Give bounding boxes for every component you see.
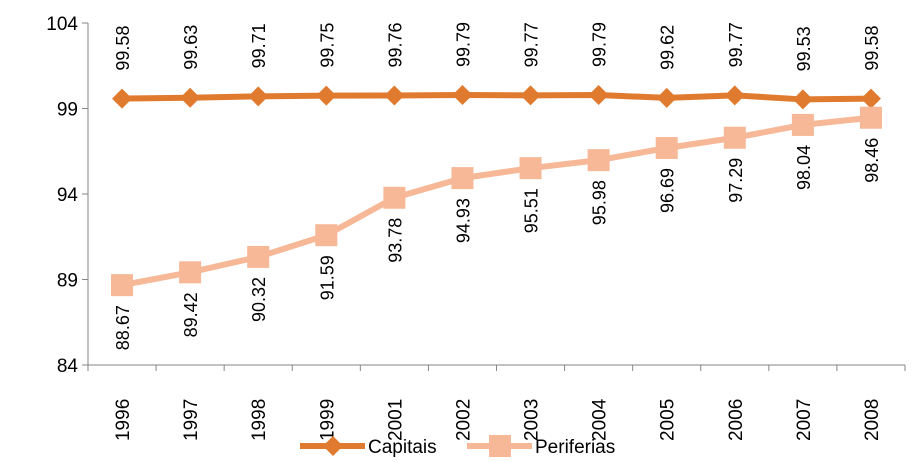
data-point-periferias xyxy=(247,245,270,268)
legend-label-capitais: Capitais xyxy=(368,437,437,458)
y-tick-label: 94 xyxy=(57,185,79,206)
data-point-periferias xyxy=(587,149,610,172)
data-label-periferias: 95.98 xyxy=(590,180,610,225)
x-axis-tick-labels: 1996 1997 1998 1999 2001 2002 2003 2004 2005 2006… xyxy=(113,398,883,441)
data-point-periferias xyxy=(179,261,202,284)
data-point-capitais xyxy=(792,89,813,110)
y-tick-label: 89 xyxy=(57,271,78,292)
data-label-capitais: 99.79 xyxy=(453,22,473,67)
x-tick-label: 1999 xyxy=(317,399,338,441)
x-tick-label: 2008 xyxy=(862,399,883,441)
data-label-capitais: 99.79 xyxy=(590,22,610,67)
legend-label-periferias: Periferias xyxy=(535,437,615,458)
x-tick-label: 1996 xyxy=(113,399,134,441)
data-label-capitais: 99.58 xyxy=(113,26,133,71)
data-label-capitais: 99.77 xyxy=(522,22,542,67)
data-point-capitais xyxy=(316,85,337,106)
data-point-periferias xyxy=(383,186,406,209)
data-point-capitais xyxy=(860,88,881,109)
x-tick-label: 2003 xyxy=(522,399,543,441)
x-tick-label: 1998 xyxy=(249,399,270,441)
data-label-periferias: 88.67 xyxy=(113,305,133,350)
data-point-capitais xyxy=(112,88,133,109)
data-labels: 99.58 99.63 99.71 99.75 99.76 99.79 99.77 99.79… xyxy=(113,22,882,350)
x-tick-label: 2004 xyxy=(590,398,611,441)
x-tick-label: 2002 xyxy=(453,399,474,441)
data-label-periferias: 91.59 xyxy=(317,255,337,300)
data-label-periferias: 98.04 xyxy=(794,145,814,190)
data-point-capitais xyxy=(520,85,541,106)
data-point-periferias xyxy=(791,113,814,136)
x-tick-label: 1997 xyxy=(181,399,202,441)
data-point-periferias xyxy=(315,224,338,247)
data-point-capitais xyxy=(724,85,745,106)
data-label-capitais: 99.76 xyxy=(385,22,405,67)
data-point-capitais xyxy=(384,85,405,106)
data-label-capitais: 99.58 xyxy=(862,26,882,71)
data-point-capitais xyxy=(452,84,473,105)
data-point-periferias xyxy=(723,126,746,149)
data-label-periferias: 89.42 xyxy=(181,292,201,337)
data-label-capitais: 99.53 xyxy=(794,26,814,71)
series-line-periferias xyxy=(119,114,874,289)
legend-marker-periferias xyxy=(489,435,511,457)
data-point-capitais xyxy=(180,87,201,108)
data-label-capitais: 99.71 xyxy=(249,23,269,68)
data-point-periferias xyxy=(519,157,542,180)
series-layer xyxy=(111,84,882,297)
y-axis-tick-labels: 104 99 94 89 84 xyxy=(46,14,78,377)
data-label-periferias: 97.29 xyxy=(726,158,746,203)
data-label-capitais: 99.62 xyxy=(658,25,678,70)
y-tick-label: 99 xyxy=(57,100,78,121)
chart-axes xyxy=(82,22,906,371)
data-point-periferias xyxy=(111,274,134,297)
data-label-capitais: 99.77 xyxy=(726,22,746,67)
x-tick-label: 2007 xyxy=(794,399,815,441)
data-point-capitais xyxy=(248,86,269,107)
x-tick-label: 2001 xyxy=(385,399,406,441)
legend: Capitais Periferias xyxy=(300,435,615,458)
data-label-periferias: 93.78 xyxy=(385,218,405,263)
data-point-periferias xyxy=(451,167,474,190)
data-label-capitais: 99.63 xyxy=(181,25,201,70)
x-tick-label: 2005 xyxy=(658,399,679,441)
data-point-capitais xyxy=(656,87,677,108)
data-label-periferias: 98.46 xyxy=(862,138,882,183)
legend-marker-capitais xyxy=(323,436,343,456)
data-label-periferias: 90.32 xyxy=(249,277,269,322)
data-point-periferias xyxy=(655,137,678,160)
data-label-periferias: 96.69 xyxy=(658,168,678,213)
x-tick-label: 2006 xyxy=(726,399,747,441)
data-label-periferias: 94.93 xyxy=(453,198,473,243)
data-point-periferias xyxy=(859,106,882,129)
y-tick-label: 104 xyxy=(46,14,78,35)
data-point-capitais xyxy=(588,84,609,105)
y-tick-label: 84 xyxy=(57,356,79,377)
data-label-capitais: 99.75 xyxy=(317,23,337,68)
series-line-capitais xyxy=(119,91,874,103)
data-label-periferias: 95.51 xyxy=(522,188,542,233)
